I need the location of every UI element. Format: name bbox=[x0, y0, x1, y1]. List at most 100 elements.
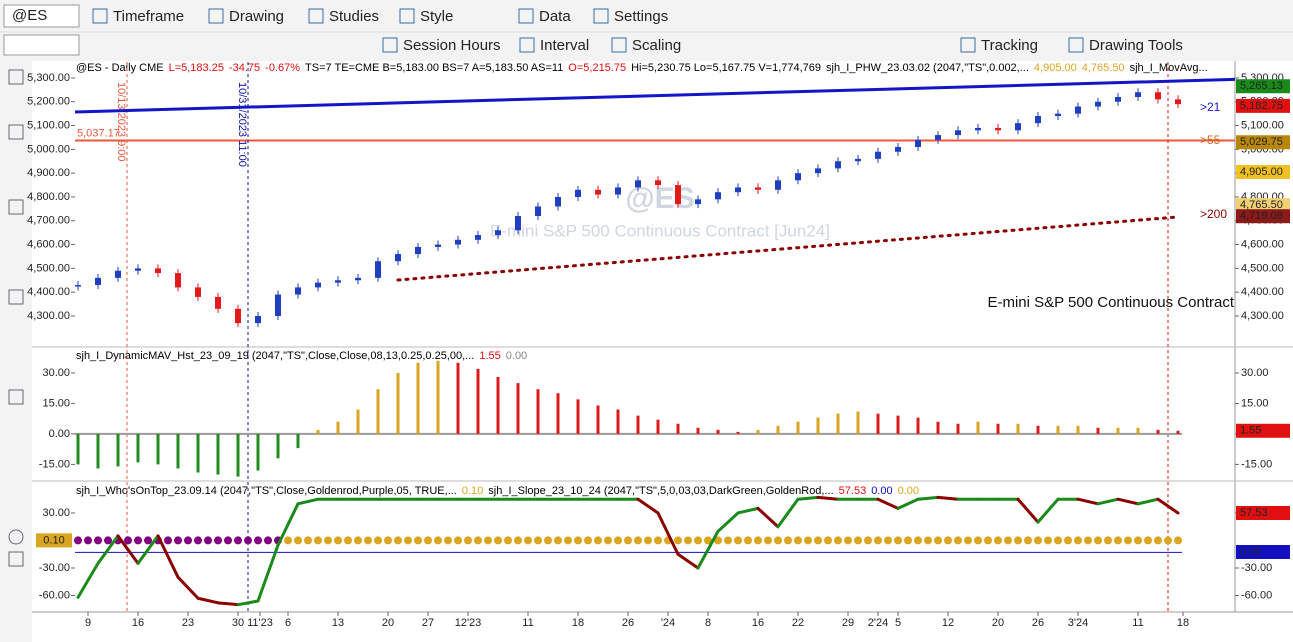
candle bbox=[515, 215, 521, 231]
header-segment: TS=7 TE=CME B=5,183.00 BS=7 A=5,183.50 A… bbox=[305, 62, 563, 74]
oscillator-segment bbox=[876, 497, 900, 510]
price-box-label: 5,265.13 bbox=[1240, 80, 1283, 92]
toolbar-button[interactable]: Session Hours bbox=[403, 37, 501, 54]
candle bbox=[675, 185, 681, 205]
histogram-bar bbox=[636, 415, 640, 434]
symbol[interactable]: @ES bbox=[12, 7, 47, 24]
symbol-box[interactable] bbox=[3, 4, 80, 28]
toolbar-icon[interactable] bbox=[399, 8, 415, 24]
candle bbox=[875, 151, 881, 159]
toolbar-icon[interactable] bbox=[208, 8, 224, 24]
dot bbox=[74, 536, 82, 545]
dot bbox=[814, 536, 822, 545]
dot bbox=[1164, 536, 1172, 545]
header-segment: 4,905.00 bbox=[1034, 62, 1077, 74]
header-segment: sjh_I_PHW_23.03.02 (2047,"TS",0.002,... bbox=[826, 62, 1029, 74]
dot bbox=[614, 536, 622, 545]
value-box-label: 0.10 bbox=[43, 534, 64, 546]
toolbar-icon[interactable] bbox=[382, 37, 398, 53]
toolbar-button[interactable]: Tracking bbox=[981, 37, 1038, 54]
y-tick-label: 4,300.00 bbox=[1241, 310, 1284, 322]
tool-icon[interactable] bbox=[8, 551, 24, 567]
histogram-bar bbox=[176, 433, 180, 469]
histogram-bar bbox=[836, 413, 840, 434]
toolbar-button[interactable]: Settings bbox=[614, 8, 668, 25]
histogram-bar bbox=[76, 433, 80, 465]
toolbar-icon[interactable] bbox=[92, 8, 108, 24]
dot bbox=[774, 536, 782, 545]
dot bbox=[1134, 536, 1142, 545]
tool-icon[interactable] bbox=[8, 389, 24, 405]
tool-icon[interactable] bbox=[8, 199, 24, 215]
candle bbox=[215, 296, 221, 309]
dot bbox=[344, 536, 352, 545]
toolbar-icon[interactable] bbox=[611, 37, 627, 53]
toolbar-icon[interactable] bbox=[593, 8, 609, 24]
x-tick-label: 9 bbox=[85, 617, 91, 629]
y-tick-label: 5,100.00 bbox=[27, 119, 70, 131]
dot bbox=[1024, 536, 1032, 545]
histogram-bar bbox=[376, 389, 380, 434]
dot bbox=[534, 536, 542, 545]
candle bbox=[715, 192, 721, 200]
header-segment: 1.55 bbox=[479, 350, 500, 362]
toolbar-icon[interactable] bbox=[960, 37, 976, 53]
toolbar-button[interactable]: Timeframe bbox=[113, 8, 184, 25]
toolbar-icon[interactable] bbox=[308, 8, 324, 24]
x-tick-label: 11 bbox=[522, 617, 533, 629]
y-tick-label: 15.00 bbox=[1241, 397, 1269, 409]
oscillator-segment bbox=[656, 511, 680, 556]
dot bbox=[714, 536, 722, 545]
oscillator-segment bbox=[896, 497, 920, 510]
toolbar-icon[interactable] bbox=[1068, 37, 1084, 53]
candle bbox=[1115, 96, 1121, 102]
candle bbox=[1055, 113, 1061, 117]
dot bbox=[544, 536, 552, 545]
toolbar-button[interactable]: Drawing bbox=[229, 8, 284, 25]
moving-average bbox=[396, 215, 1180, 282]
field-box[interactable] bbox=[3, 34, 80, 56]
tool-icon[interactable] bbox=[8, 529, 24, 545]
candle bbox=[855, 158, 861, 162]
histogram-bar bbox=[696, 427, 700, 434]
header-segment: sjh_I_DynamicMAV_Hst_23_09_19 (2047,"TS"… bbox=[76, 350, 474, 362]
histogram-bar bbox=[716, 429, 720, 434]
toolbar-button[interactable]: Interval bbox=[540, 37, 589, 54]
toolbar-button[interactable]: Studies bbox=[329, 8, 379, 25]
candle bbox=[655, 180, 661, 186]
candle bbox=[575, 189, 581, 197]
watermark: E-mini S&P 500 Continuous Contract [Jun2… bbox=[490, 221, 830, 240]
toolbar-button[interactable]: Data bbox=[539, 8, 571, 25]
candle bbox=[935, 135, 941, 140]
toolbar-button[interactable]: Scaling bbox=[632, 37, 681, 54]
candle bbox=[555, 196, 561, 207]
histogram-bar bbox=[256, 433, 260, 471]
tool-icon[interactable] bbox=[8, 69, 24, 85]
histogram-bar bbox=[396, 372, 400, 434]
oscillator-segment bbox=[916, 495, 940, 501]
oscillator-segment bbox=[196, 596, 220, 605]
value-box-label: 1.55 bbox=[1240, 425, 1261, 437]
y-tick-label: 4,700.00 bbox=[27, 215, 70, 227]
dot bbox=[1094, 536, 1102, 545]
x-tick-label: 5 bbox=[895, 617, 901, 629]
toolbar-icon[interactable] bbox=[519, 37, 535, 53]
dot bbox=[574, 536, 582, 545]
oscillator-segment bbox=[696, 529, 720, 570]
oscillator-segment bbox=[296, 497, 320, 506]
dot bbox=[894, 536, 902, 545]
tool-icon[interactable] bbox=[8, 124, 24, 140]
candle bbox=[1155, 92, 1161, 100]
oscillator-segment bbox=[636, 497, 660, 515]
toolbar-icon[interactable] bbox=[518, 8, 534, 24]
tool-icon[interactable] bbox=[8, 289, 24, 305]
value-box bbox=[1236, 506, 1290, 520]
oscillator-segment bbox=[156, 534, 180, 579]
toolbar-button[interactable]: Style bbox=[420, 8, 453, 25]
candle bbox=[315, 282, 321, 288]
toolbar-button[interactable]: Drawing Tools bbox=[1089, 37, 1183, 54]
oscillator-segment bbox=[116, 534, 140, 565]
oscillator-segment bbox=[676, 552, 700, 570]
header-segment: sjh_I_MovAvg... bbox=[1130, 62, 1208, 74]
dot bbox=[684, 536, 692, 545]
